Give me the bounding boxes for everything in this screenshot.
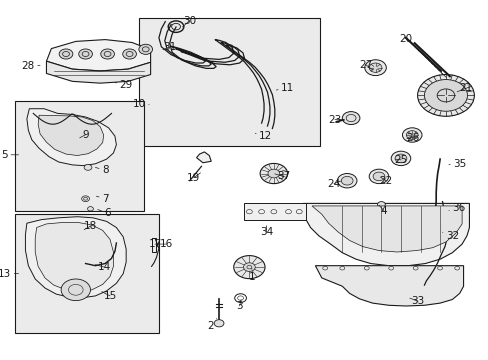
Polygon shape bbox=[46, 61, 150, 83]
Text: 2: 2 bbox=[206, 319, 216, 331]
Bar bbox=[139, 18, 320, 146]
Circle shape bbox=[233, 256, 264, 279]
Text: 36: 36 bbox=[448, 203, 465, 213]
Polygon shape bbox=[46, 40, 150, 71]
Text: 16: 16 bbox=[158, 239, 173, 249]
Text: 24: 24 bbox=[326, 179, 340, 189]
Text: 31: 31 bbox=[163, 42, 177, 52]
Text: 37: 37 bbox=[274, 171, 290, 181]
Text: 15: 15 bbox=[102, 291, 117, 301]
Text: 27: 27 bbox=[358, 60, 372, 70]
Text: 25: 25 bbox=[393, 155, 407, 165]
Text: 23: 23 bbox=[327, 114, 342, 125]
Circle shape bbox=[81, 196, 89, 202]
Text: 35: 35 bbox=[448, 159, 466, 169]
Text: 4: 4 bbox=[378, 205, 386, 216]
Polygon shape bbox=[303, 203, 468, 266]
Text: 19: 19 bbox=[186, 173, 200, 183]
Text: 34: 34 bbox=[259, 226, 273, 237]
Text: 18: 18 bbox=[83, 221, 97, 231]
Text: 29: 29 bbox=[115, 80, 133, 90]
Text: 7: 7 bbox=[96, 194, 108, 204]
Polygon shape bbox=[25, 217, 126, 298]
Text: 1: 1 bbox=[248, 268, 255, 282]
Circle shape bbox=[390, 151, 410, 166]
Circle shape bbox=[243, 263, 255, 271]
Text: 8: 8 bbox=[95, 165, 108, 175]
Circle shape bbox=[59, 49, 73, 59]
Circle shape bbox=[341, 176, 352, 185]
Text: 13: 13 bbox=[0, 269, 19, 279]
Circle shape bbox=[61, 279, 90, 301]
Circle shape bbox=[394, 154, 406, 163]
Circle shape bbox=[168, 21, 183, 32]
Circle shape bbox=[139, 44, 152, 54]
Bar bbox=[15, 214, 159, 333]
Text: 22: 22 bbox=[379, 176, 392, 186]
Text: 32: 32 bbox=[442, 231, 458, 241]
Circle shape bbox=[267, 169, 279, 178]
Polygon shape bbox=[311, 206, 461, 252]
Circle shape bbox=[337, 174, 356, 188]
Bar bbox=[15, 101, 144, 211]
Circle shape bbox=[342, 112, 359, 125]
Circle shape bbox=[87, 207, 93, 211]
Polygon shape bbox=[38, 115, 103, 156]
Circle shape bbox=[402, 128, 421, 142]
Polygon shape bbox=[35, 222, 113, 292]
Polygon shape bbox=[243, 203, 305, 220]
Circle shape bbox=[260, 163, 287, 184]
Circle shape bbox=[368, 63, 381, 72]
Circle shape bbox=[101, 49, 114, 59]
Circle shape bbox=[79, 49, 92, 59]
Text: 21: 21 bbox=[456, 83, 472, 93]
Text: 26: 26 bbox=[406, 132, 419, 143]
Circle shape bbox=[214, 320, 224, 327]
Circle shape bbox=[122, 49, 136, 59]
Polygon shape bbox=[27, 109, 116, 166]
Circle shape bbox=[372, 172, 384, 181]
Circle shape bbox=[406, 131, 417, 139]
Text: 28: 28 bbox=[21, 60, 40, 71]
Text: 20: 20 bbox=[399, 33, 412, 44]
Text: 3: 3 bbox=[236, 300, 243, 311]
Circle shape bbox=[417, 75, 473, 116]
Circle shape bbox=[84, 165, 92, 170]
Text: 17: 17 bbox=[148, 239, 162, 249]
Text: 30: 30 bbox=[182, 15, 196, 27]
Text: 33: 33 bbox=[409, 296, 424, 306]
Text: 9: 9 bbox=[80, 130, 89, 140]
Circle shape bbox=[424, 80, 467, 111]
Circle shape bbox=[364, 60, 386, 76]
Polygon shape bbox=[196, 152, 211, 163]
Text: 12: 12 bbox=[255, 131, 272, 141]
Text: 5: 5 bbox=[1, 150, 19, 160]
Text: 14: 14 bbox=[95, 262, 111, 272]
Text: 10: 10 bbox=[133, 99, 149, 109]
Text: 6: 6 bbox=[98, 208, 111, 218]
Circle shape bbox=[368, 169, 388, 184]
Circle shape bbox=[377, 202, 385, 207]
Text: 11: 11 bbox=[276, 83, 294, 93]
Polygon shape bbox=[315, 266, 463, 306]
